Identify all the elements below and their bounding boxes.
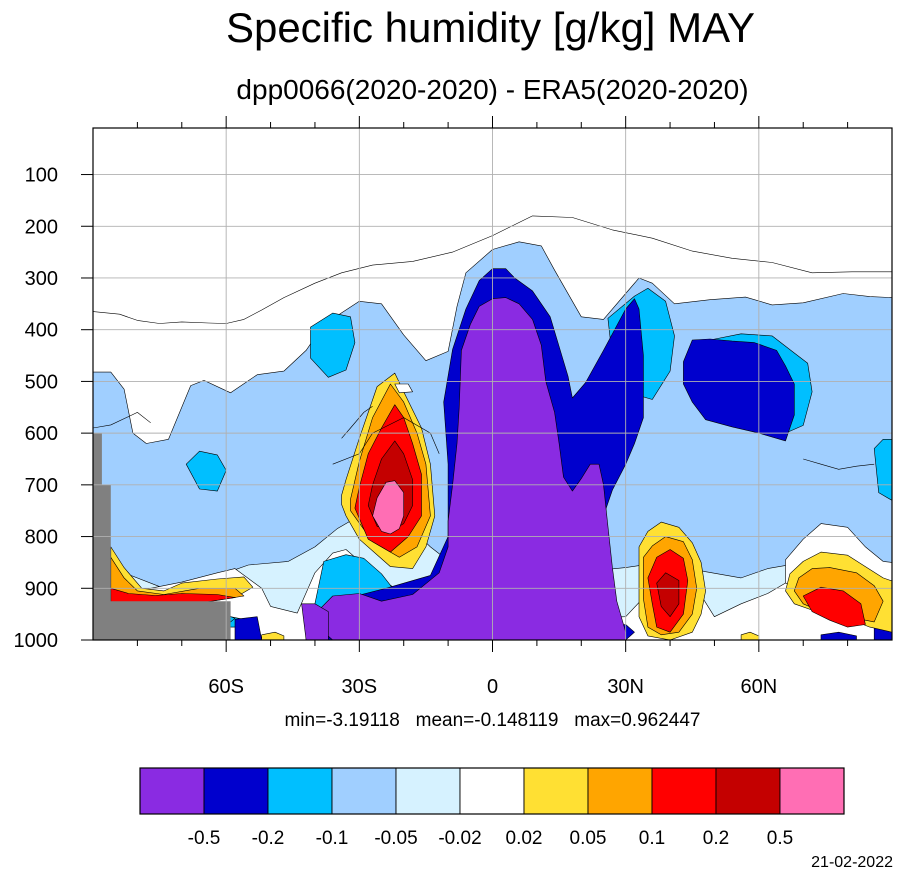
y-tick-label: 300 xyxy=(25,268,58,290)
contour-region xyxy=(394,383,413,394)
colorbar-frame xyxy=(139,767,845,815)
colorbar-label: 0.02 xyxy=(506,828,543,849)
colorbar-label: -0.5 xyxy=(188,828,221,849)
contour-region xyxy=(261,631,285,640)
x-tick-label: 0 xyxy=(487,676,498,698)
y-tick-label: 400 xyxy=(25,320,58,342)
colorbar-swatch xyxy=(267,767,333,815)
contour-line-layer xyxy=(93,405,875,470)
colorbar-label: 0.2 xyxy=(703,828,729,849)
contour-region xyxy=(310,312,356,378)
colorbar-swatch xyxy=(523,767,589,815)
colorbar-label: 0.5 xyxy=(767,828,793,849)
colorbar-swatch xyxy=(715,767,781,815)
contour-region xyxy=(683,338,795,442)
colorbar-label: -0.05 xyxy=(374,828,417,849)
y-tick-label: 200 xyxy=(25,216,58,238)
colorbar-swatch xyxy=(203,767,269,815)
colorbar-label: 0.05 xyxy=(570,828,607,849)
colorbar-swatch xyxy=(139,767,205,815)
contour-region xyxy=(234,616,263,640)
x-tick-label: 30N xyxy=(607,676,644,698)
chart-title: Specific humidity [g/kg] MAY xyxy=(225,4,756,51)
colorbar-swatch xyxy=(651,767,717,815)
colorbar-swatch xyxy=(779,767,845,815)
colorbar-swatch xyxy=(459,767,525,815)
y-tick-label: 600 xyxy=(25,423,58,445)
colorbar: -0.5 -0.2 -0.1 -0.05 -0.02 0.02 0.05 0.1 0.2 0.5 xyxy=(139,767,845,849)
date-label: 21-02-2022 xyxy=(811,854,893,871)
axis-ticks: 60S 30S 0 30N 60N 100 200 300 400 500 600 700 800 900… xyxy=(14,116,849,698)
y-tick-label: 700 xyxy=(25,475,58,497)
contour-line xyxy=(93,412,151,429)
colorbar-label: -0.02 xyxy=(438,828,481,849)
colorbar-swatch xyxy=(331,767,397,815)
contour-line xyxy=(332,417,440,465)
contour-region xyxy=(820,631,857,640)
chart-subtitle: dpp0066(2020-2020) - ERA5(2020-2020) xyxy=(236,74,749,105)
colorbar-label: -0.2 xyxy=(252,828,285,849)
y-tick-label: 500 xyxy=(25,371,58,393)
colorbar-label: 0.1 xyxy=(639,828,665,849)
grid-layer xyxy=(93,128,892,640)
statistics-label: min=-3.19118 mean=-0.148119 max=0.962447 xyxy=(284,710,701,731)
colorbar-swatch xyxy=(395,767,461,815)
x-tick-label: 60N xyxy=(740,676,777,698)
y-tick-label: 1000 xyxy=(14,630,59,652)
colorbar-swatch xyxy=(587,767,653,815)
contour-region xyxy=(301,603,329,640)
topography-mask-layer xyxy=(93,433,231,640)
contour-line xyxy=(803,458,875,470)
y-tick-label: 100 xyxy=(25,165,58,187)
colorbar-label: -0.1 xyxy=(316,828,349,849)
x-tick-label: 60S xyxy=(208,676,244,698)
x-tick-label: 30S xyxy=(342,676,378,698)
contour-region xyxy=(314,297,627,640)
contour-region xyxy=(656,572,680,618)
contour-region xyxy=(372,480,405,535)
y-tick-label: 800 xyxy=(25,527,58,549)
topography-mask xyxy=(93,433,231,640)
y-tick-label: 900 xyxy=(25,578,58,600)
